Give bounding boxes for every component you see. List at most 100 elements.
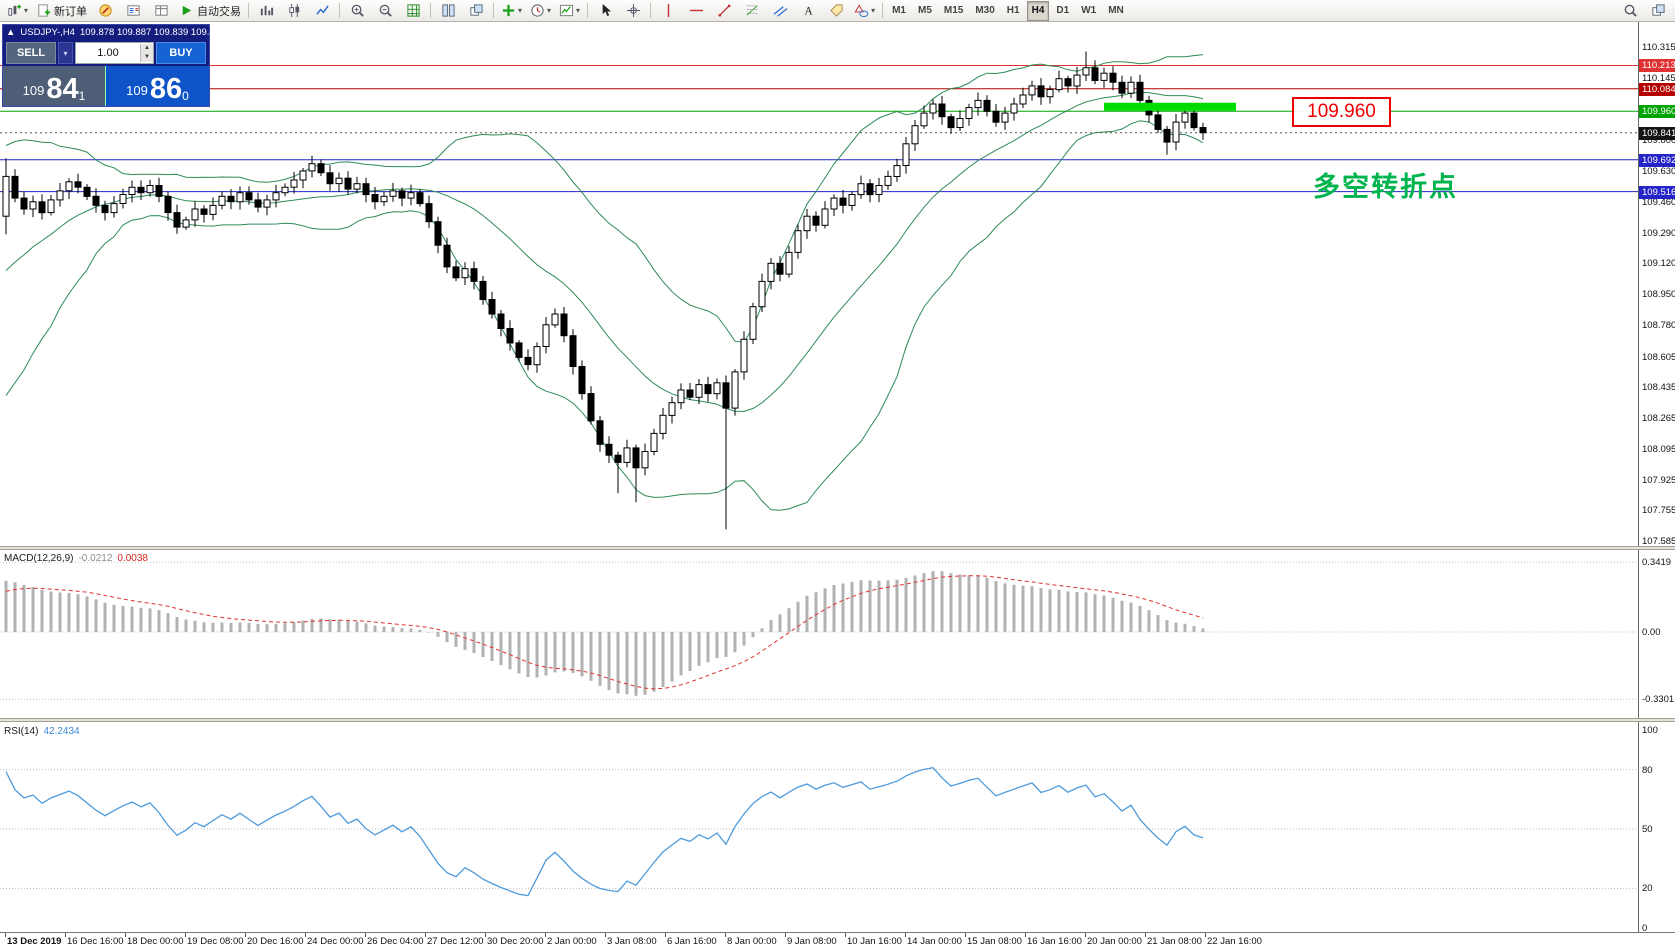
symbol-title: USDJPY-,H4 bbox=[20, 27, 75, 38]
volume-value[interactable]: 1.00 bbox=[97, 47, 119, 59]
sell-price-panel[interactable]: 109 84 1 bbox=[3, 66, 106, 106]
chart-grid-button[interactable] bbox=[399, 0, 427, 22]
buy-button[interactable]: BUY bbox=[156, 42, 206, 64]
time-axis-label: 18 Dec 00:00 bbox=[127, 936, 184, 947]
buy-price-panel[interactable]: 109 86 0 bbox=[106, 66, 209, 106]
search-icon bbox=[1623, 3, 1638, 18]
navigator-button[interactable] bbox=[91, 0, 119, 22]
timeframe-m1-button[interactable]: M1 bbox=[892, 5, 906, 16]
candle-chart-mode-button[interactable] bbox=[280, 0, 308, 22]
price-chart-canvas[interactable] bbox=[0, 22, 1638, 546]
one-click-trading-panel: ▲ USDJPY-,H4 109.878 109.887 109.839 109… bbox=[2, 24, 225, 107]
price-axis-label: 110.145 bbox=[1642, 73, 1675, 84]
zoom-in-icon bbox=[350, 3, 365, 18]
price-note-annotation[interactable]: 109.960 bbox=[1292, 97, 1391, 127]
timeframe-h4-button[interactable]: H4 bbox=[1026, 0, 1050, 21]
tile-windows-button[interactable] bbox=[434, 0, 462, 22]
volume-input[interactable]: 1.00 ▲ ▼ bbox=[75, 42, 154, 64]
timeframe-w1-button[interactable]: W1 bbox=[1081, 5, 1097, 16]
vertical-line-icon bbox=[661, 3, 676, 18]
line-chart-mode-button[interactable] bbox=[308, 0, 336, 22]
time-tick bbox=[1145, 933, 1146, 937]
timeframe-m5-button[interactable]: M5 bbox=[917, 5, 932, 16]
autotrade-button[interactable]: 自动交易 bbox=[175, 0, 245, 22]
fibonacci-button[interactable] bbox=[738, 0, 766, 22]
zoom-out-button[interactable] bbox=[371, 0, 399, 22]
periods-icon bbox=[530, 3, 545, 18]
new-chart-button[interactable]: ▾ bbox=[3, 0, 32, 22]
time-tick bbox=[5, 933, 6, 937]
timeframe-m15-button[interactable]: M15 bbox=[943, 5, 964, 16]
vertical-line-button[interactable] bbox=[654, 0, 682, 22]
sell-button[interactable]: SELL bbox=[6, 42, 56, 64]
time-axis-label: 3 Jan 08:00 bbox=[607, 936, 657, 947]
quick-order-icon bbox=[501, 3, 516, 18]
time-tick bbox=[605, 933, 606, 937]
timeframe-mn-button[interactable]: MN bbox=[1108, 5, 1124, 16]
trendline-button[interactable] bbox=[710, 0, 738, 22]
timeframe-h1-button[interactable]: H1 bbox=[1006, 5, 1020, 16]
macd-axis-label: 0.00 bbox=[1642, 627, 1661, 638]
macd-axis-label: -0.3301 bbox=[1642, 694, 1675, 705]
panel-resizer-macd[interactable] bbox=[0, 546, 1675, 550]
time-tick bbox=[125, 933, 126, 937]
timeframe-m30-button[interactable]: M30 bbox=[975, 5, 995, 16]
time-tick bbox=[785, 933, 786, 937]
quick-order-button[interactable]: ▾ bbox=[497, 0, 526, 22]
volume-stepper[interactable]: ▲ ▼ bbox=[140, 44, 153, 62]
candle-chart-mode-icon bbox=[287, 3, 302, 18]
price-axis-label: 110.315 bbox=[1642, 42, 1675, 53]
data-window-button[interactable] bbox=[147, 0, 175, 22]
search-button[interactable] bbox=[1616, 0, 1644, 22]
sell-price-pip: 1 bbox=[78, 89, 86, 103]
equidistant-channel-button[interactable] bbox=[766, 0, 794, 22]
time-axis-label: 26 Dec 04:00 bbox=[367, 936, 424, 947]
timeframe-d1-button[interactable]: D1 bbox=[1056, 5, 1070, 16]
rsi-axis-label: 80 bbox=[1642, 765, 1653, 776]
new-chart-icon bbox=[7, 3, 22, 18]
text-button[interactable]: A bbox=[794, 0, 822, 22]
zoom-in-button[interactable] bbox=[343, 0, 371, 22]
crosshair-button[interactable] bbox=[619, 0, 647, 22]
text-label-button[interactable] bbox=[822, 0, 850, 22]
indicators-button[interactable]: ▾ bbox=[555, 0, 584, 22]
navigator-icon bbox=[98, 3, 113, 18]
shapes-dropdown-icon[interactable]: ▾ bbox=[871, 6, 876, 15]
workspace-button[interactable] bbox=[1644, 0, 1672, 22]
text-icon: A bbox=[801, 3, 816, 18]
panel-resizer-rsi[interactable] bbox=[0, 718, 1675, 722]
indicators-dropdown-icon[interactable]: ▾ bbox=[576, 6, 581, 15]
new-chart-dropdown-icon[interactable]: ▾ bbox=[24, 6, 29, 15]
price-axis-label: 109.290 bbox=[1642, 228, 1675, 239]
periods-button[interactable]: ▾ bbox=[526, 0, 555, 22]
new-order-button[interactable]: 新订单 bbox=[32, 0, 91, 22]
time-tick bbox=[65, 933, 66, 937]
order-type-dropdown[interactable]: ▾ bbox=[58, 42, 73, 64]
autotrade-icon bbox=[179, 3, 194, 18]
time-axis[interactable]: 13 Dec 2019 16 Dec 16:00 18 Dec 00:00 19 De… bbox=[0, 932, 1675, 949]
price-axis[interactable]: 110.315 110.145 109.800 109.630 109.460 109.2… bbox=[1638, 22, 1675, 934]
cascade-windows-button[interactable] bbox=[462, 0, 490, 22]
time-tick bbox=[725, 933, 726, 937]
time-tick bbox=[545, 933, 546, 937]
time-axis-label: 20 Jan 00:00 bbox=[1087, 936, 1142, 947]
rsi-canvas[interactable] bbox=[0, 722, 1638, 932]
quick-order-dropdown-icon[interactable]: ▾ bbox=[518, 6, 523, 15]
macd-canvas[interactable] bbox=[0, 550, 1638, 718]
time-tick bbox=[1205, 933, 1206, 937]
svg-text:A: A bbox=[804, 6, 813, 18]
shapes-button[interactable]: ▾ bbox=[850, 0, 879, 22]
volume-up-icon[interactable]: ▲ bbox=[141, 44, 153, 53]
fibonacci-icon bbox=[745, 3, 760, 18]
time-tick bbox=[485, 933, 486, 937]
cursor-button[interactable] bbox=[591, 0, 619, 22]
volume-down-icon[interactable]: ▼ bbox=[141, 53, 153, 62]
bar-chart-mode-button[interactable] bbox=[252, 0, 280, 22]
time-axis-label: 30 Dec 20:00 bbox=[487, 936, 544, 947]
panel-collapse-icon[interactable]: ▲ bbox=[6, 27, 16, 38]
periods-dropdown-icon[interactable]: ▾ bbox=[547, 6, 552, 15]
horizontal-line-button[interactable] bbox=[682, 0, 710, 22]
turning-point-annotation[interactable]: 多空转折点 bbox=[1313, 172, 1458, 202]
market-watch-button[interactable] bbox=[119, 0, 147, 22]
cursor-icon bbox=[598, 3, 613, 18]
